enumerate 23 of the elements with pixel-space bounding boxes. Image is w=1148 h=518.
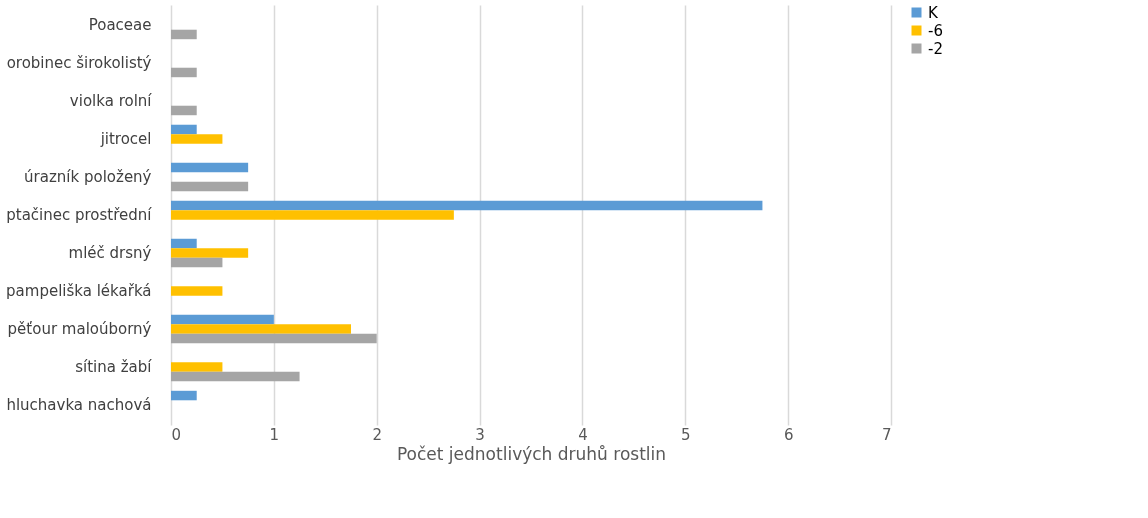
x-tick-label: 3: [475, 425, 485, 444]
y-tick-label: pěťour maloúborný: [7, 320, 152, 339]
y-tick-label: ptačinec prostřední: [6, 206, 153, 224]
x-tick-label: 0: [171, 425, 182, 444]
y-tick-label: úrazník položený: [24, 167, 152, 186]
y-tick-label: Poaceae: [88, 15, 152, 34]
x-tick-label: 7: [881, 425, 892, 444]
y-tick-label: sítina žabí: [75, 358, 153, 377]
y-tick-label: violka rolní: [69, 91, 153, 110]
y-tick-label: hluchavka nachová: [6, 396, 152, 415]
x-tick-label: 2: [372, 425, 382, 444]
legend-label: K: [928, 3, 939, 22]
y-tick-label: mléč drsný: [68, 244, 152, 263]
x-tick-label: 1: [269, 425, 280, 444]
y-tick-label: orobinec širokolistý: [6, 53, 152, 72]
legend-label: -2: [928, 39, 943, 58]
x-tick-label: 6: [783, 425, 794, 444]
x-axis-title: Počet jednotlivých druhů rostlin: [396, 443, 667, 464]
x-tick-label: 4: [578, 425, 588, 444]
y-tick-label: pampeliška lékařká: [6, 282, 152, 301]
x-tick-label: 5: [681, 425, 691, 444]
legend-label: -6: [928, 21, 943, 40]
y-tick-label: jitrocel: [99, 129, 152, 148]
